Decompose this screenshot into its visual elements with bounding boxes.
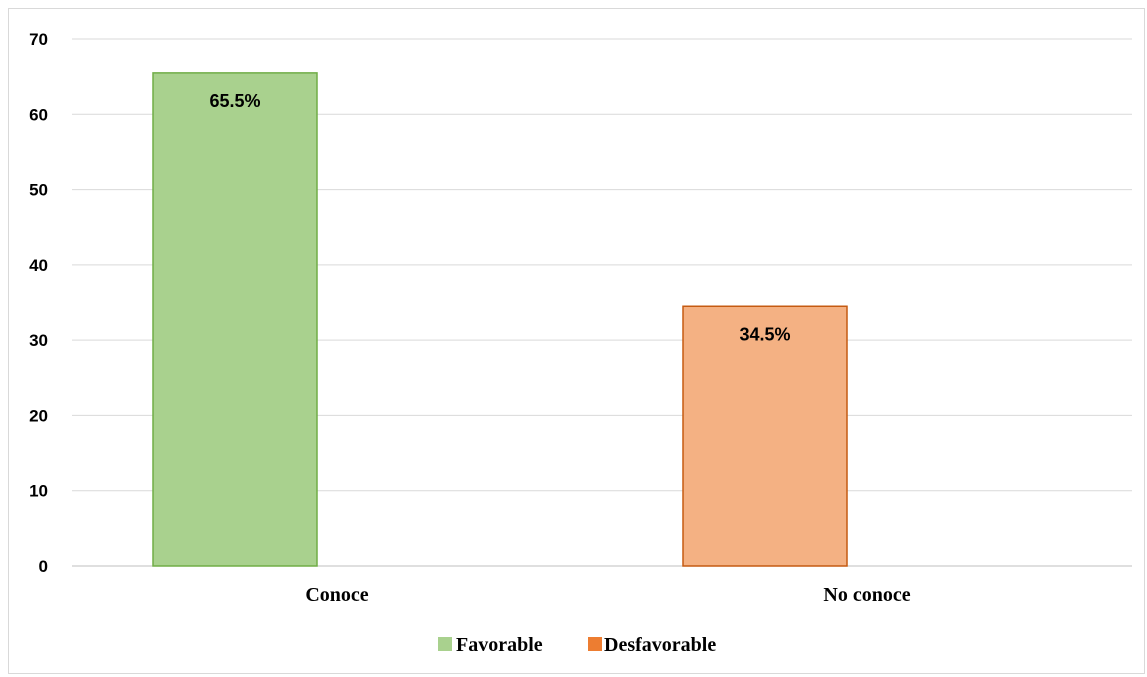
legend-item-favorable: Favorable bbox=[438, 634, 543, 656]
y-tick-label: 0 bbox=[39, 557, 48, 576]
x-category-label: No conoce bbox=[823, 584, 910, 606]
legend-label: Favorable bbox=[456, 634, 543, 656]
bar-no-conoce bbox=[682, 305, 848, 567]
bar-conoce bbox=[152, 72, 318, 567]
legend-label: Desfavorable bbox=[604, 634, 716, 656]
legend-swatch bbox=[588, 637, 602, 651]
y-tick-label: 40 bbox=[29, 256, 48, 275]
y-tick-label: 60 bbox=[29, 105, 48, 124]
y-tick-label: 50 bbox=[29, 181, 48, 200]
x-category-label: Conoce bbox=[305, 584, 368, 606]
data-label: 65.5% bbox=[209, 91, 260, 111]
y-tick-label: 70 bbox=[29, 30, 48, 49]
legend-swatch bbox=[438, 637, 452, 651]
legend-item-desfavorable: Desfavorable bbox=[588, 634, 716, 656]
y-tick-label: 30 bbox=[29, 331, 48, 350]
data-label: 34.5% bbox=[739, 324, 790, 344]
y-tick-label: 20 bbox=[29, 406, 48, 425]
y-tick-label: 10 bbox=[29, 482, 48, 501]
